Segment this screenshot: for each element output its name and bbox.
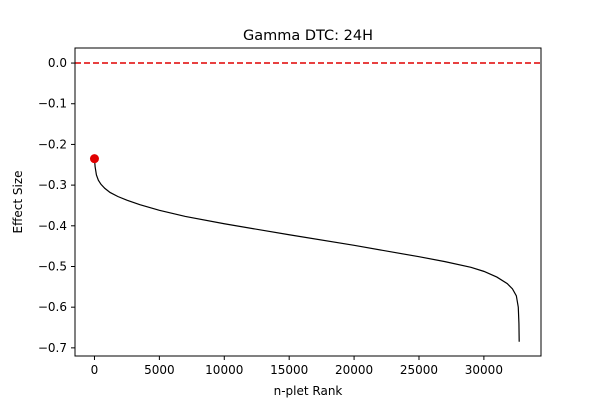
- y-tick-label: −0.1: [38, 97, 67, 111]
- x-tick-label: 20000: [335, 363, 373, 377]
- x-tick-label: 10000: [205, 363, 243, 377]
- x-axis-label: n-plet Rank: [274, 384, 343, 398]
- y-tick-label: −0.2: [38, 137, 67, 151]
- y-tick-label: 0.0: [48, 56, 67, 70]
- chart-title: Gamma DTC: 24H: [243, 28, 373, 44]
- series-line-0: [93, 158, 520, 342]
- x-tick-label: 0: [91, 363, 99, 377]
- highlight-point: [89, 154, 99, 164]
- y-tick-label: −0.6: [38, 300, 67, 314]
- x-tick-label: 30000: [465, 363, 503, 377]
- plot-frame: [74, 47, 542, 357]
- y-tick-label: −0.5: [38, 259, 67, 273]
- y-tick-label: −0.7: [38, 341, 67, 355]
- x-tick-label: 25000: [400, 363, 438, 377]
- y-tick-label: −0.3: [38, 178, 67, 192]
- x-tick-label: 5000: [144, 363, 175, 377]
- y-tick-label: −0.4: [38, 219, 67, 233]
- y-axis-label: Effect Size: [11, 171, 25, 234]
- x-tick-label: 15000: [270, 363, 308, 377]
